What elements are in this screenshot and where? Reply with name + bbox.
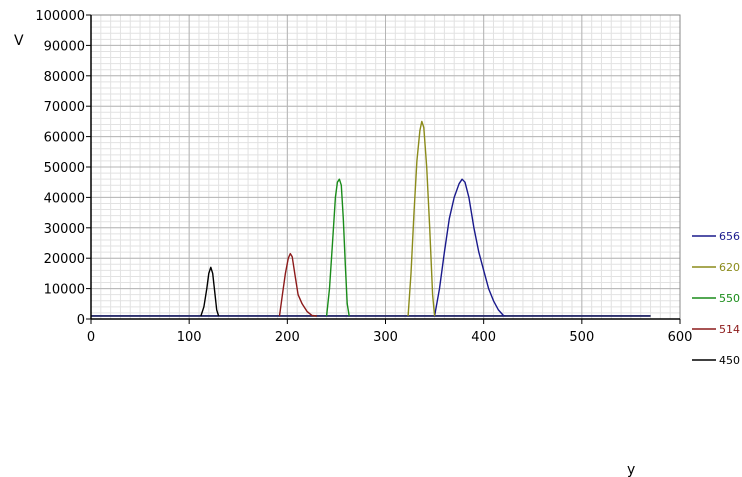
x-tick-label: 400 <box>471 330 496 345</box>
legend-label: 514 <box>719 323 740 336</box>
y-tick-label: 10000 <box>44 283 85 298</box>
series-line-450 <box>200 266 220 317</box>
x-tick-label: 300 <box>373 330 398 345</box>
x-tick-label: 200 <box>275 330 300 345</box>
y-tick-label: 40000 <box>44 191 85 206</box>
y-tick-label: 50000 <box>44 161 85 176</box>
legend-label: 450 <box>719 354 740 367</box>
y-tick-label: 60000 <box>44 131 85 146</box>
y-axis-label: V <box>14 33 24 49</box>
y-tick-label: 100000 <box>35 9 85 24</box>
x-axis-label: y <box>627 462 635 477</box>
y-tick-label: 20000 <box>44 252 85 267</box>
y-tick-label: 80000 <box>44 70 85 85</box>
y-tick-label: 90000 <box>44 39 85 54</box>
legend-label: 620 <box>719 261 740 274</box>
x-tick-label: 0 <box>87 330 95 345</box>
x-tick-label: 500 <box>569 330 594 345</box>
series-line-620 <box>407 120 436 317</box>
legend-label: 656 <box>719 230 740 243</box>
legend: 656 620 550 514 450 <box>692 230 740 367</box>
x-tick-label: 600 <box>668 330 693 345</box>
y-tick-label: 70000 <box>44 100 85 115</box>
tick-labels: 0 100 200 300 400 500 600 0 10000 20000 30000 40000… <box>35 9 692 345</box>
legend-label: 550 <box>719 292 740 305</box>
y-tick-label: 0 <box>77 313 85 328</box>
y-tick-label: 30000 <box>44 222 85 237</box>
series-line-550 <box>325 178 350 317</box>
series-line-514 <box>278 252 317 317</box>
plot-area <box>91 120 651 317</box>
x-tick-label: 100 <box>177 330 202 345</box>
series-line-656 <box>433 178 506 317</box>
